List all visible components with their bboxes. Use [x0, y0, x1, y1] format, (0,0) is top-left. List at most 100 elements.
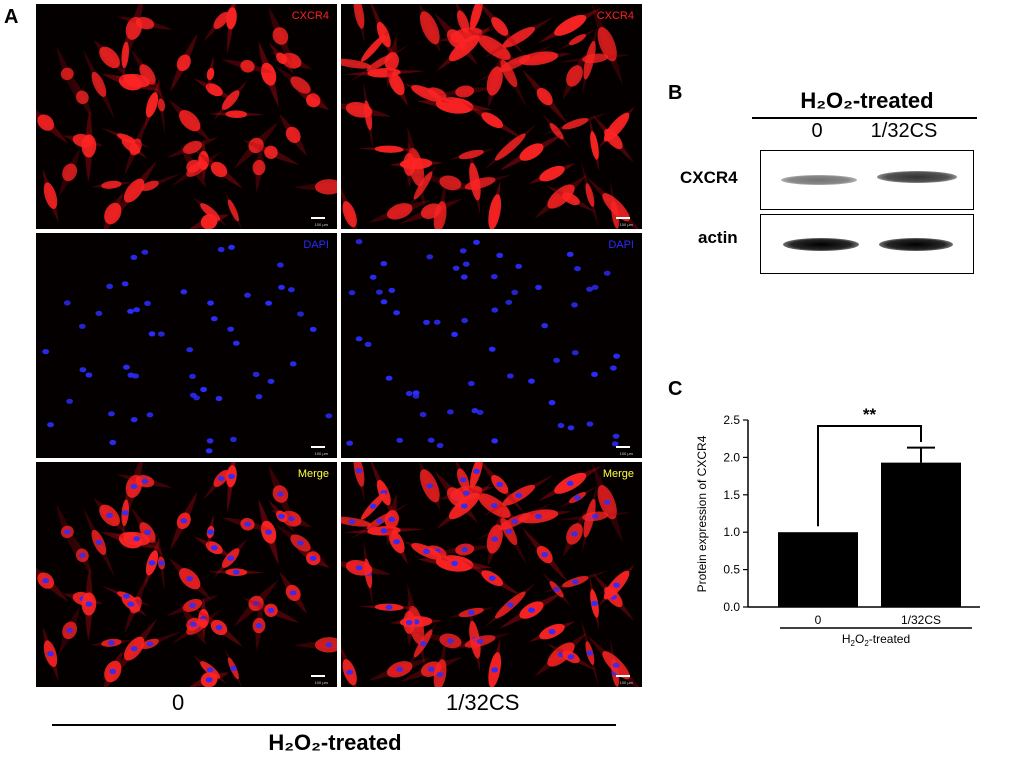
cell-body	[72, 76, 93, 118]
nucleus	[506, 602, 514, 608]
y-tick-label: 0.5	[723, 563, 740, 577]
cell-body	[465, 27, 524, 68]
cell-body	[268, 7, 293, 65]
scale-bar-text: 100 μm	[619, 680, 633, 685]
nucleus	[557, 422, 565, 429]
nucleus	[612, 662, 620, 668]
nucleus	[267, 607, 275, 613]
y-axis-label: Protein expression of CXCR4	[695, 435, 709, 592]
western-blot-actin	[760, 214, 974, 274]
cell-layer	[36, 462, 337, 687]
x-tick-label-1: 1/32CS	[901, 613, 941, 627]
cell-body	[208, 110, 265, 119]
cell-cytoplasm	[206, 67, 215, 81]
cell-body	[341, 643, 360, 687]
cell-cytoplasm	[456, 10, 470, 34]
nucleus	[244, 521, 251, 527]
micrograph-grid: CXCR4 100 μm CXCR4 100 μm DAPI 100 μm DA…	[36, 4, 642, 690]
cell-cytoplasm	[62, 163, 78, 182]
cell-body	[486, 54, 503, 108]
nucleus	[230, 665, 237, 671]
nucleus	[476, 409, 484, 415]
cell-body	[131, 49, 164, 100]
nucleus	[130, 417, 138, 423]
cell-cytoplasm	[227, 199, 239, 222]
cell-cytoplasm	[60, 67, 74, 81]
cell-cytoplasm	[519, 143, 544, 161]
cell-body	[591, 4, 623, 86]
nucleus	[78, 323, 86, 329]
cell-body	[546, 185, 596, 213]
nucleus	[146, 412, 154, 418]
nucleus	[277, 491, 284, 497]
cell-body	[36, 101, 69, 144]
scale-bar	[311, 675, 325, 677]
nucleus	[66, 398, 73, 404]
nucleus	[189, 621, 197, 627]
nucleus	[127, 308, 134, 314]
nucleus	[206, 438, 214, 444]
nucleus	[289, 361, 297, 367]
cell-cytoplasm	[182, 140, 203, 154]
cell-body	[157, 76, 166, 134]
cell-body	[353, 4, 365, 44]
cell-cytoplasm	[157, 98, 166, 112]
cell-cytoplasm	[403, 153, 416, 176]
cell-layer	[341, 4, 642, 229]
nucleus	[210, 316, 218, 322]
cell-body	[341, 185, 360, 229]
nucleus	[419, 411, 427, 418]
cell-body	[123, 4, 145, 65]
nucleus	[574, 495, 581, 501]
nucleus	[471, 408, 479, 414]
nucleus	[228, 473, 235, 479]
nucleus	[79, 367, 87, 373]
nucleus	[462, 490, 470, 496]
cell-body	[101, 127, 152, 149]
nucleus	[427, 666, 435, 672]
nucleus	[265, 300, 272, 306]
nucleus	[571, 531, 578, 537]
nucleus	[603, 270, 611, 276]
nucleus	[380, 299, 388, 305]
nucleus	[541, 323, 549, 329]
blot-group-label: H₂O₂-treated	[800, 88, 934, 113]
cell-body	[499, 133, 564, 171]
nucleus	[207, 529, 214, 535]
cell-body	[488, 179, 502, 229]
cell-cytoplasm	[494, 133, 526, 161]
cell-cytoplasm	[99, 46, 120, 69]
nucleus	[460, 503, 468, 509]
blot-group-underline	[752, 117, 977, 119]
cell-body	[233, 122, 279, 169]
nucleus	[148, 560, 156, 566]
cell-body	[116, 16, 173, 30]
cell-body	[81, 109, 97, 183]
bar-1	[881, 462, 961, 607]
cell-body	[252, 142, 266, 193]
nucleus	[452, 265, 460, 271]
nucleus	[571, 579, 579, 585]
cell-cytoplasm	[306, 93, 321, 108]
cell-body	[341, 58, 384, 69]
nucleus	[491, 536, 499, 542]
nucleus	[459, 248, 467, 254]
cell-cytoplasm	[590, 131, 599, 160]
cell-cytoplasm	[549, 123, 564, 140]
cell-cytoplasm	[145, 92, 159, 118]
cell-body	[433, 180, 447, 229]
cell-body	[144, 79, 160, 131]
cell-cytoplasm	[341, 58, 372, 69]
cell-cytoplasm	[117, 133, 136, 144]
cell-cytoplasm	[536, 87, 553, 106]
cell-body	[562, 52, 587, 100]
nucleus	[346, 440, 354, 446]
nucleus	[210, 545, 218, 551]
scale-bar	[311, 446, 325, 448]
cell-cytoplasm	[205, 83, 223, 97]
channel-label-cxcr4: CXCR4	[291, 10, 329, 22]
cell-cytoplasm	[491, 16, 509, 36]
nucleus	[200, 386, 208, 393]
cell-body	[484, 124, 537, 170]
cell-cytoplasm	[140, 180, 159, 192]
